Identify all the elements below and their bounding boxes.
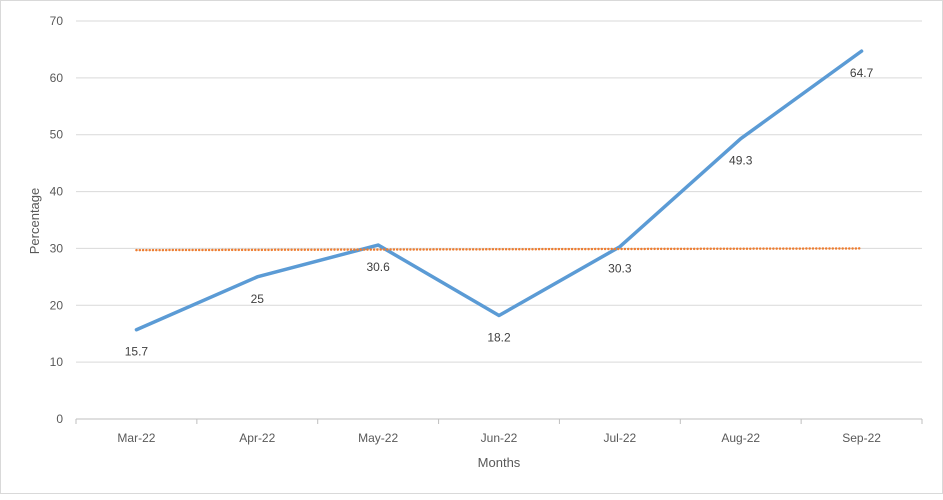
x-axis-title: Months (478, 455, 521, 470)
y-tick-label: 30 (50, 241, 64, 255)
y-tick-label: 70 (50, 14, 64, 28)
data-label: 49.3 (729, 154, 753, 168)
x-tick-label: Aug-22 (721, 431, 760, 445)
data-label: 18.2 (487, 331, 511, 345)
y-tick-label: 20 (50, 298, 64, 312)
x-tick-label: Apr-22 (239, 431, 275, 445)
x-tick-label: Jun-22 (481, 431, 518, 445)
x-tick-label: Mar-22 (117, 431, 155, 445)
x-tick-label: May-22 (358, 431, 398, 445)
data-label: 30.6 (366, 260, 390, 274)
y-tick-label: 10 (50, 355, 64, 369)
data-label: 25 (251, 292, 265, 306)
percentage-line (134, 49, 864, 332)
data-label: 15.7 (125, 345, 149, 359)
data-label: 64.7 (850, 66, 874, 80)
y-tick-label: 40 (50, 185, 64, 199)
y-tick-label: 0 (56, 412, 63, 426)
x-axis: Mar-22 Apr-22 May-22 Jun-22 Jul-22 Aug-22 Sep-… (75, 418, 923, 445)
y-tick-label: 60 (50, 71, 64, 85)
x-tick-label: Sep-22 (842, 431, 881, 445)
data-label: 30.3 (608, 262, 632, 276)
data-labels: 15.7 25 30.6 18.2 30.3 49.3 64.7 (125, 66, 874, 359)
y-axis-title: Percentage (27, 188, 42, 255)
series-group (134, 49, 864, 332)
y-tick-label: 50 (50, 128, 64, 142)
trend-line (135, 247, 863, 252)
x-tick-label: Jul-22 (604, 431, 637, 445)
y-axis-ticks: 0 10 20 30 40 50 60 70 (50, 14, 64, 426)
gridlines (76, 20, 922, 363)
